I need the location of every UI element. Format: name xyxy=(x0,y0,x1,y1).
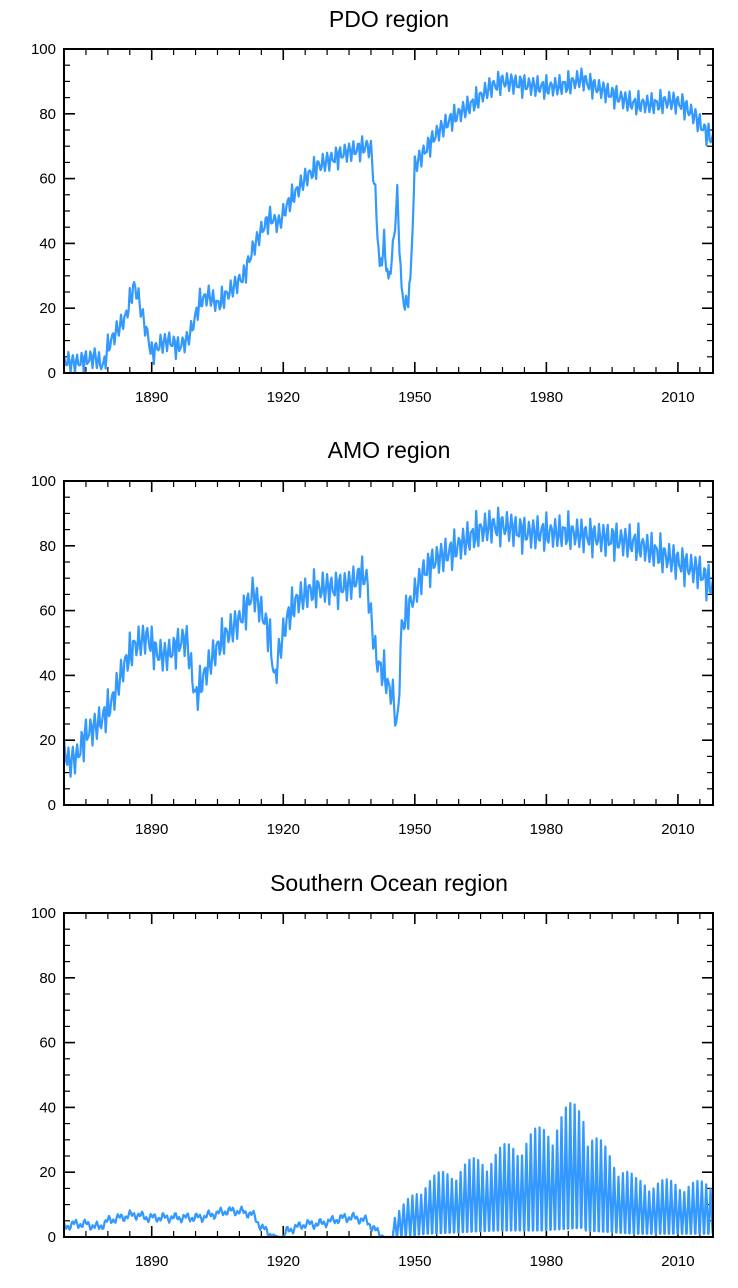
panel-southern-ocean-region: Southern Ocean region 0 20 40 60 80 100 1890 19… xyxy=(31,870,714,1270)
axis-tick-labels-pdo: 0 20 40 60 80 100 1890 1920 1950 1980 2010 xyxy=(31,41,695,406)
amo-ytick-label: 60 xyxy=(39,603,56,620)
axis-tick-labels-southern-ocean: 0 20 40 60 80 100 1890 1920 1950 1980 2010 xyxy=(31,905,695,1270)
pdo-ytick-label: 20 xyxy=(39,300,56,317)
chart-title-southern-ocean: Southern Ocean region xyxy=(270,870,508,896)
plot-frame-pdo xyxy=(63,48,714,374)
amo-xtick-label: 1890 xyxy=(135,821,168,838)
pdo-xtick-label: 1920 xyxy=(267,389,300,406)
pdo-ytick-label: 100 xyxy=(31,41,56,58)
amo-ytick-label: 40 xyxy=(39,667,56,684)
pdo-xtick-label: 2010 xyxy=(661,389,694,406)
amo-ytick-label: 20 xyxy=(39,732,56,749)
southern-ocean-ytick-label: 0 xyxy=(48,1229,56,1246)
pdo-ytick-label: 40 xyxy=(39,235,56,252)
amo-xtick-label: 2010 xyxy=(661,821,694,838)
southern-ocean-ytick-label: 80 xyxy=(39,970,56,987)
southern-ocean-xtick-label: 2010 xyxy=(661,1253,694,1270)
plot-frame-southern-ocean xyxy=(63,912,714,1238)
southern-ocean-xtick-label: 1920 xyxy=(267,1253,300,1270)
pdo-ytick-label: 80 xyxy=(39,106,56,123)
amo-ytick-label: 0 xyxy=(48,797,56,814)
series-line-amo xyxy=(62,506,715,778)
panel-pdo-region: PDO region 0 20 40 60 80 100 1890 1920 1950 1980 2… xyxy=(31,6,715,406)
amo-ytick-label: 80 xyxy=(39,538,56,555)
chart-title-pdo: PDO region xyxy=(329,6,449,32)
southern-ocean-ytick-label: 100 xyxy=(31,905,56,922)
southern-ocean-xtick-label: 1950 xyxy=(398,1253,431,1270)
chart-title-amo: AMO region xyxy=(328,437,451,463)
pdo-ytick-label: 0 xyxy=(48,365,56,382)
axis-tick-labels-amo: 0 20 40 60 80 100 1890 1920 1950 1980 2010 xyxy=(31,473,695,838)
amo-ytick-label: 100 xyxy=(31,473,56,490)
series-line-pdo xyxy=(62,67,715,375)
southern-ocean-ytick-label: 40 xyxy=(39,1099,56,1116)
amo-xtick-label: 1980 xyxy=(530,821,563,838)
plot-frame-amo xyxy=(63,480,714,806)
amo-xtick-label: 1920 xyxy=(267,821,300,838)
series-line-southern-ocean xyxy=(62,1101,714,1239)
panel-amo-region: AMO region 0 20 40 60 80 100 1890 1920 1950 1980 2… xyxy=(31,437,715,838)
pdo-xtick-label: 1950 xyxy=(398,389,431,406)
southern-ocean-xtick-label: 1890 xyxy=(135,1253,168,1270)
southern-ocean-xtick-label: 1980 xyxy=(530,1253,563,1270)
pdo-xtick-label: 1890 xyxy=(135,389,168,406)
pdo-ytick-label: 60 xyxy=(39,171,56,188)
southern-ocean-ytick-label: 20 xyxy=(39,1164,56,1181)
pdo-xtick-label: 1980 xyxy=(530,389,563,406)
southern-ocean-ytick-label: 60 xyxy=(39,1035,56,1052)
amo-xtick-label: 1950 xyxy=(398,821,431,838)
